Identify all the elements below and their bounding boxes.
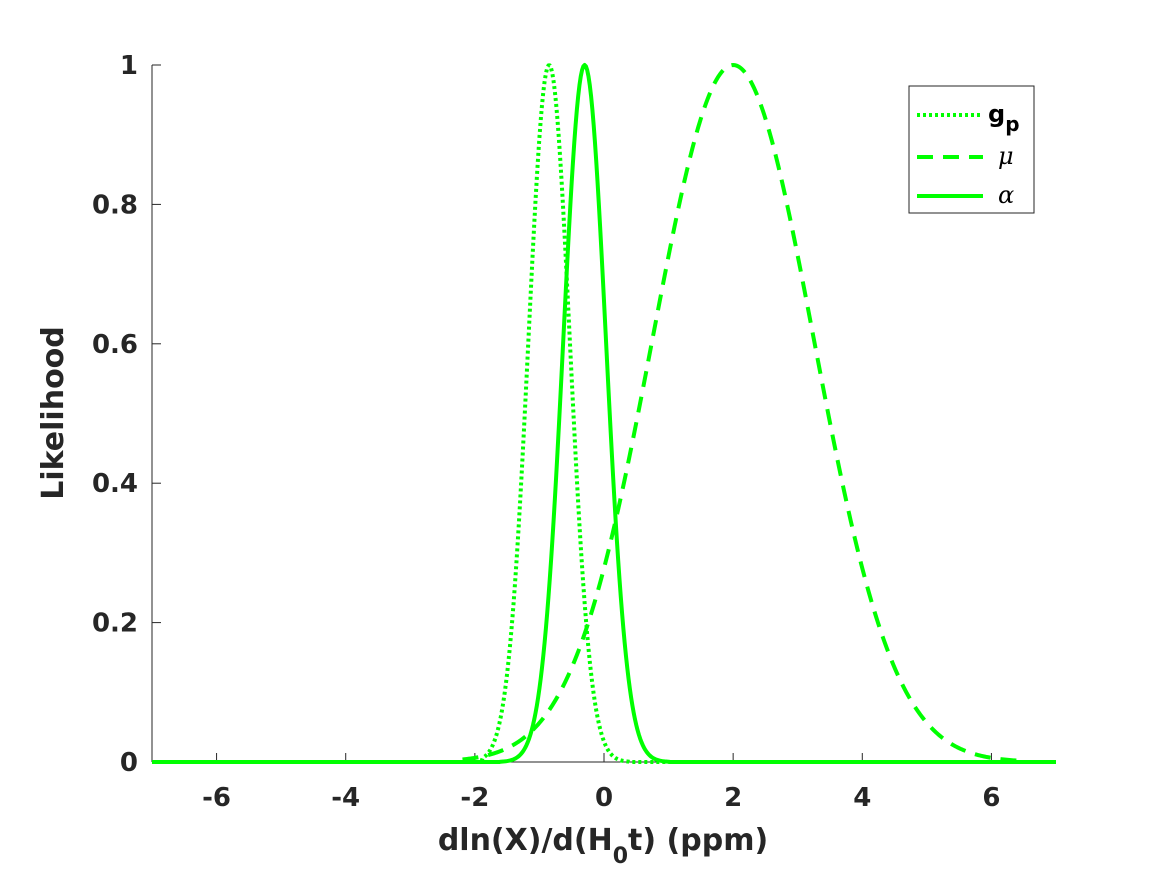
legend-label-alpha: α: [998, 181, 1014, 209]
y-axis-title: Likelihood: [36, 326, 71, 500]
series-alpha-curve: [151, 63, 1057, 764]
legend: gp μ α: [908, 85, 1035, 214]
y-tick-label: 0.6: [92, 330, 138, 360]
x-axis-title: dln(X)/d(H0t) (ppm): [438, 823, 768, 869]
legend-label-gp: gp: [988, 100, 1020, 136]
x-tick-label: -4: [331, 783, 360, 813]
x-tick-label: -2: [460, 783, 489, 813]
y-ticks: 0 0.2 0.4 0.6 0.8 1: [92, 51, 161, 778]
series-layer: [151, 63, 1057, 764]
x-tick-label: 4: [853, 783, 871, 813]
legend-box: [908, 85, 1035, 214]
y-tick-label: 0.2: [92, 609, 138, 639]
y-tick-label: 0.8: [92, 190, 138, 220]
x-axis-title-tail: t) (ppm): [628, 823, 768, 858]
x-ticks: -6 -4 -2 0 2 4 6: [202, 753, 1000, 813]
legend-label-mu: μ: [998, 142, 1014, 170]
x-tick-label: 0: [595, 783, 613, 813]
y-tick-label: 1: [120, 51, 138, 81]
x-axis-title-subscript: 0: [613, 844, 628, 869]
y-tick-label: 0: [120, 748, 138, 778]
x-tick-label: 2: [724, 783, 742, 813]
legend-label-gp-main: g: [988, 100, 1005, 128]
series-mu-curve: [151, 63, 1057, 764]
legend-label-gp-subscript: p: [1005, 112, 1019, 136]
y-tick-label: 0.4: [92, 469, 138, 499]
x-axis-title-main: dln(X)/d(H: [438, 823, 613, 858]
x-tick-label: -6: [202, 783, 231, 813]
x-tick-label: 6: [982, 783, 1000, 813]
